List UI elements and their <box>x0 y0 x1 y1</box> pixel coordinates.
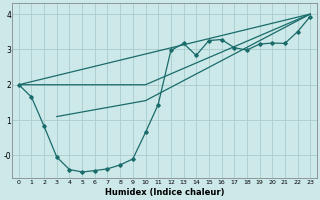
X-axis label: Humidex (Indice chaleur): Humidex (Indice chaleur) <box>105 188 224 197</box>
